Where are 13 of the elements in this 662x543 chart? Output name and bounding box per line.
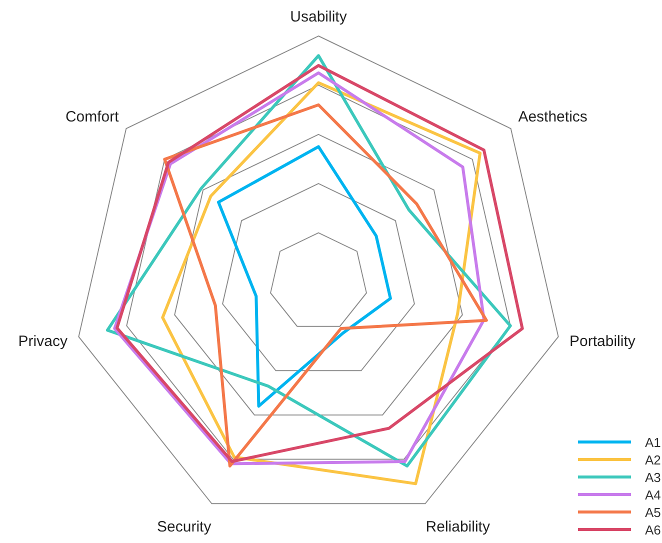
spoke-label: Portability [570, 333, 636, 350]
spoke-label: Comfort [65, 108, 120, 126]
legend-label: A5 [645, 505, 661, 520]
spoke-label: Reliability [426, 518, 490, 536]
legend-label: A2 [645, 452, 661, 468]
spoke-label: Privacy [18, 333, 68, 350]
spoke-label: Security [157, 518, 212, 536]
legend-label: A6 [645, 522, 661, 538]
spoke-label: Usability [290, 8, 348, 26]
spoke-label: Aesthetics [518, 108, 588, 126]
legend-label: A1 [645, 435, 661, 450]
legend-label: A3 [645, 470, 661, 485]
legend-label: A4 [645, 488, 661, 502]
